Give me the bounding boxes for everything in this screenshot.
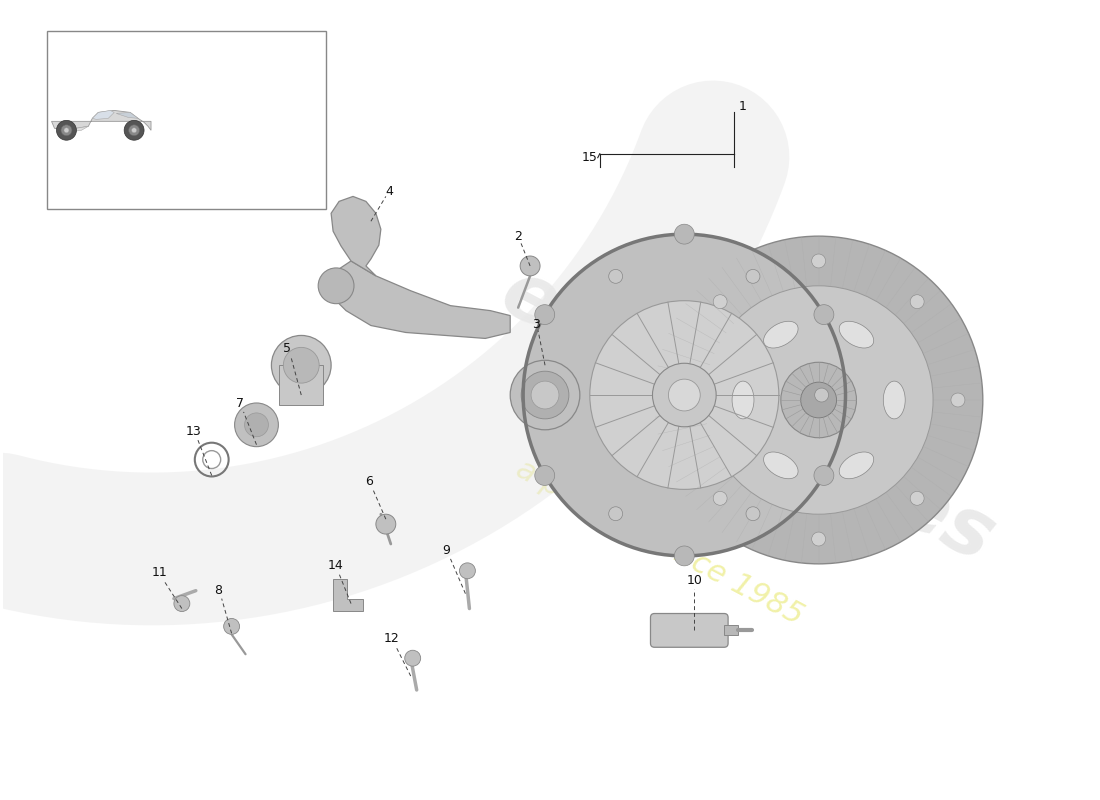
Bar [46, 30, 326, 210]
Circle shape [174, 596, 190, 611]
Circle shape [60, 125, 72, 136]
Circle shape [531, 381, 559, 409]
Circle shape [132, 128, 136, 133]
Circle shape [608, 270, 623, 283]
Circle shape [652, 363, 716, 427]
Circle shape [669, 379, 701, 411]
Ellipse shape [763, 322, 799, 348]
Polygon shape [92, 110, 114, 119]
Circle shape [521, 371, 569, 419]
Circle shape [524, 234, 846, 556]
Circle shape [540, 388, 554, 402]
Circle shape [244, 413, 268, 437]
Text: 15: 15 [582, 151, 597, 164]
Text: eurospartes: eurospartes [487, 253, 1006, 579]
Text: 6: 6 [365, 475, 373, 488]
Polygon shape [331, 197, 381, 276]
Circle shape [815, 388, 828, 402]
Text: 8: 8 [213, 584, 222, 597]
Text: 13: 13 [186, 426, 201, 438]
Circle shape [223, 618, 240, 634]
Text: 4: 4 [385, 185, 393, 198]
Polygon shape [117, 113, 139, 118]
Bar [279, 366, 323, 405]
Polygon shape [333, 578, 363, 610]
Circle shape [608, 506, 623, 521]
Circle shape [812, 254, 826, 268]
Circle shape [746, 270, 760, 283]
Circle shape [952, 393, 965, 407]
Circle shape [129, 125, 140, 136]
Circle shape [814, 305, 834, 325]
Circle shape [910, 294, 924, 309]
Ellipse shape [883, 381, 905, 419]
Circle shape [64, 128, 69, 133]
Polygon shape [56, 126, 88, 132]
Text: 7: 7 [235, 398, 243, 410]
Circle shape [405, 650, 420, 666]
Text: 10: 10 [686, 574, 702, 587]
Circle shape [814, 466, 834, 486]
Circle shape [590, 301, 779, 490]
Circle shape [672, 393, 686, 407]
Circle shape [520, 256, 540, 276]
Bar [527, 377, 563, 413]
Polygon shape [52, 110, 151, 130]
Circle shape [510, 360, 580, 430]
Circle shape [535, 305, 554, 325]
Circle shape [812, 532, 826, 546]
Circle shape [910, 491, 924, 506]
Circle shape [124, 120, 144, 140]
Circle shape [284, 347, 319, 383]
Circle shape [713, 491, 727, 506]
Circle shape [272, 335, 331, 395]
Circle shape [318, 268, 354, 304]
Circle shape [801, 382, 836, 418]
FancyBboxPatch shape [650, 614, 728, 647]
Polygon shape [329, 261, 510, 338]
Circle shape [376, 514, 396, 534]
Bar [724, 626, 738, 635]
Ellipse shape [763, 452, 799, 478]
Circle shape [674, 224, 694, 244]
Circle shape [674, 546, 694, 566]
Text: 5: 5 [284, 342, 292, 355]
Text: a passion since 1985: a passion since 1985 [510, 455, 808, 631]
Circle shape [746, 506, 760, 521]
Circle shape [713, 294, 727, 309]
Ellipse shape [839, 322, 873, 348]
Ellipse shape [839, 452, 873, 478]
Text: 2: 2 [514, 230, 522, 242]
Circle shape [704, 286, 933, 514]
Text: 1: 1 [739, 99, 747, 113]
Text: 12: 12 [384, 632, 399, 645]
Circle shape [654, 236, 982, 564]
Text: 3: 3 [532, 318, 540, 331]
Circle shape [781, 362, 857, 438]
Circle shape [56, 120, 76, 140]
Circle shape [460, 563, 475, 578]
Ellipse shape [733, 381, 754, 419]
Circle shape [234, 403, 278, 446]
Text: 11: 11 [152, 566, 168, 579]
Text: 14: 14 [327, 559, 343, 572]
Circle shape [535, 466, 554, 486]
Text: 9: 9 [442, 545, 451, 558]
